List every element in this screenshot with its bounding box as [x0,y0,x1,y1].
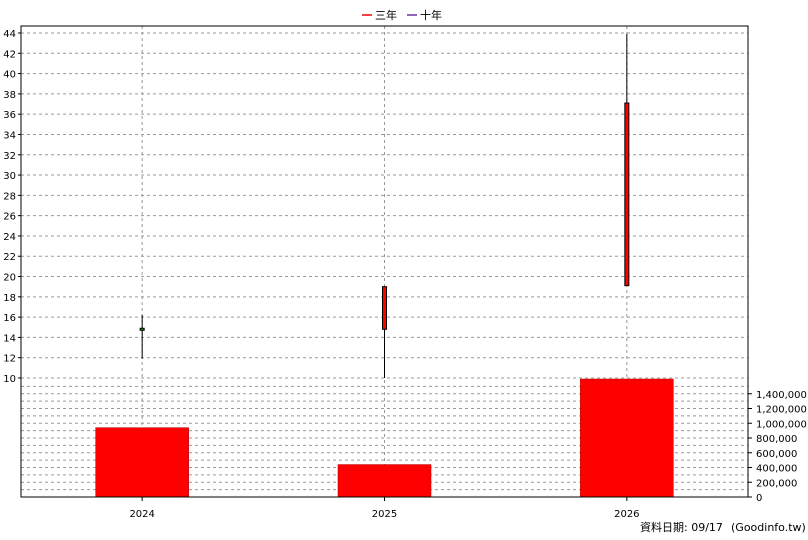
price-tick-label: 38 [3,90,16,101]
volume-tick-label: 200,000 [756,478,797,489]
price-tick-label: 32 [3,151,16,162]
x-tick-label: 2025 [372,509,397,520]
candles [139,34,630,378]
footer: 資料日期: 09/17 (Goodinfo.tw) [640,520,806,534]
volume-tick-label: 400,000 [756,464,797,475]
volume-tick-label: 1,000,000 [756,419,807,430]
price-tick-label: 20 [3,273,16,284]
legend: 三年 十年 [362,8,442,22]
volume-bars [95,378,674,498]
volume-tick-label: 600,000 [756,449,797,460]
price-tick-label: 10 [3,374,16,385]
price-tick-label: 36 [3,110,16,121]
volume-axis: 0 200,000 400,000 600,000 800,000 1,000,000 1,… [748,390,807,504]
price-tick-label: 24 [3,232,16,243]
price-tick-label: 16 [3,313,16,324]
price-tick-label: 22 [3,252,16,263]
source-label: (Goodinfo.tw) [731,521,806,534]
volume-tick-label: 1,400,000 [756,390,807,401]
legend-label-three-year: 三年 [375,8,397,22]
candle-body [624,102,630,287]
price-axis: 10 12 14 16 18 20 22 24 26 28 30 32 34 36 38 40 42 44 [3,29,21,385]
candle-body [382,286,387,330]
data-date-label: 資料日期: 09/17 [640,520,723,534]
price-tick-label: 34 [3,130,16,141]
price-tick-label: 28 [3,191,16,202]
price-tick-label: 12 [3,354,16,365]
price-tick-label: 26 [3,212,16,223]
legend-label-ten-year: 十年 [420,8,442,22]
x-tick-label: 2026 [614,509,639,520]
candle-body [139,327,145,331]
price-tick-label: 42 [3,49,16,60]
volume-bar [95,427,189,498]
price-tick-label: 40 [3,70,16,81]
volume-bar [337,464,432,498]
price-tick-label: 44 [3,29,16,40]
volume-tick-label: 1,200,000 [756,405,807,416]
volume-tick-label: 0 [756,493,762,504]
x-tick-label: 2024 [129,509,154,520]
price-tick-label: 30 [3,171,16,182]
volume-bar [580,378,674,498]
volume-tick-label: 800,000 [756,434,797,445]
x-axis: 2024 2025 2026 [129,497,640,520]
price-tick-label: 18 [3,293,16,304]
price-tick-label: 14 [3,333,16,344]
